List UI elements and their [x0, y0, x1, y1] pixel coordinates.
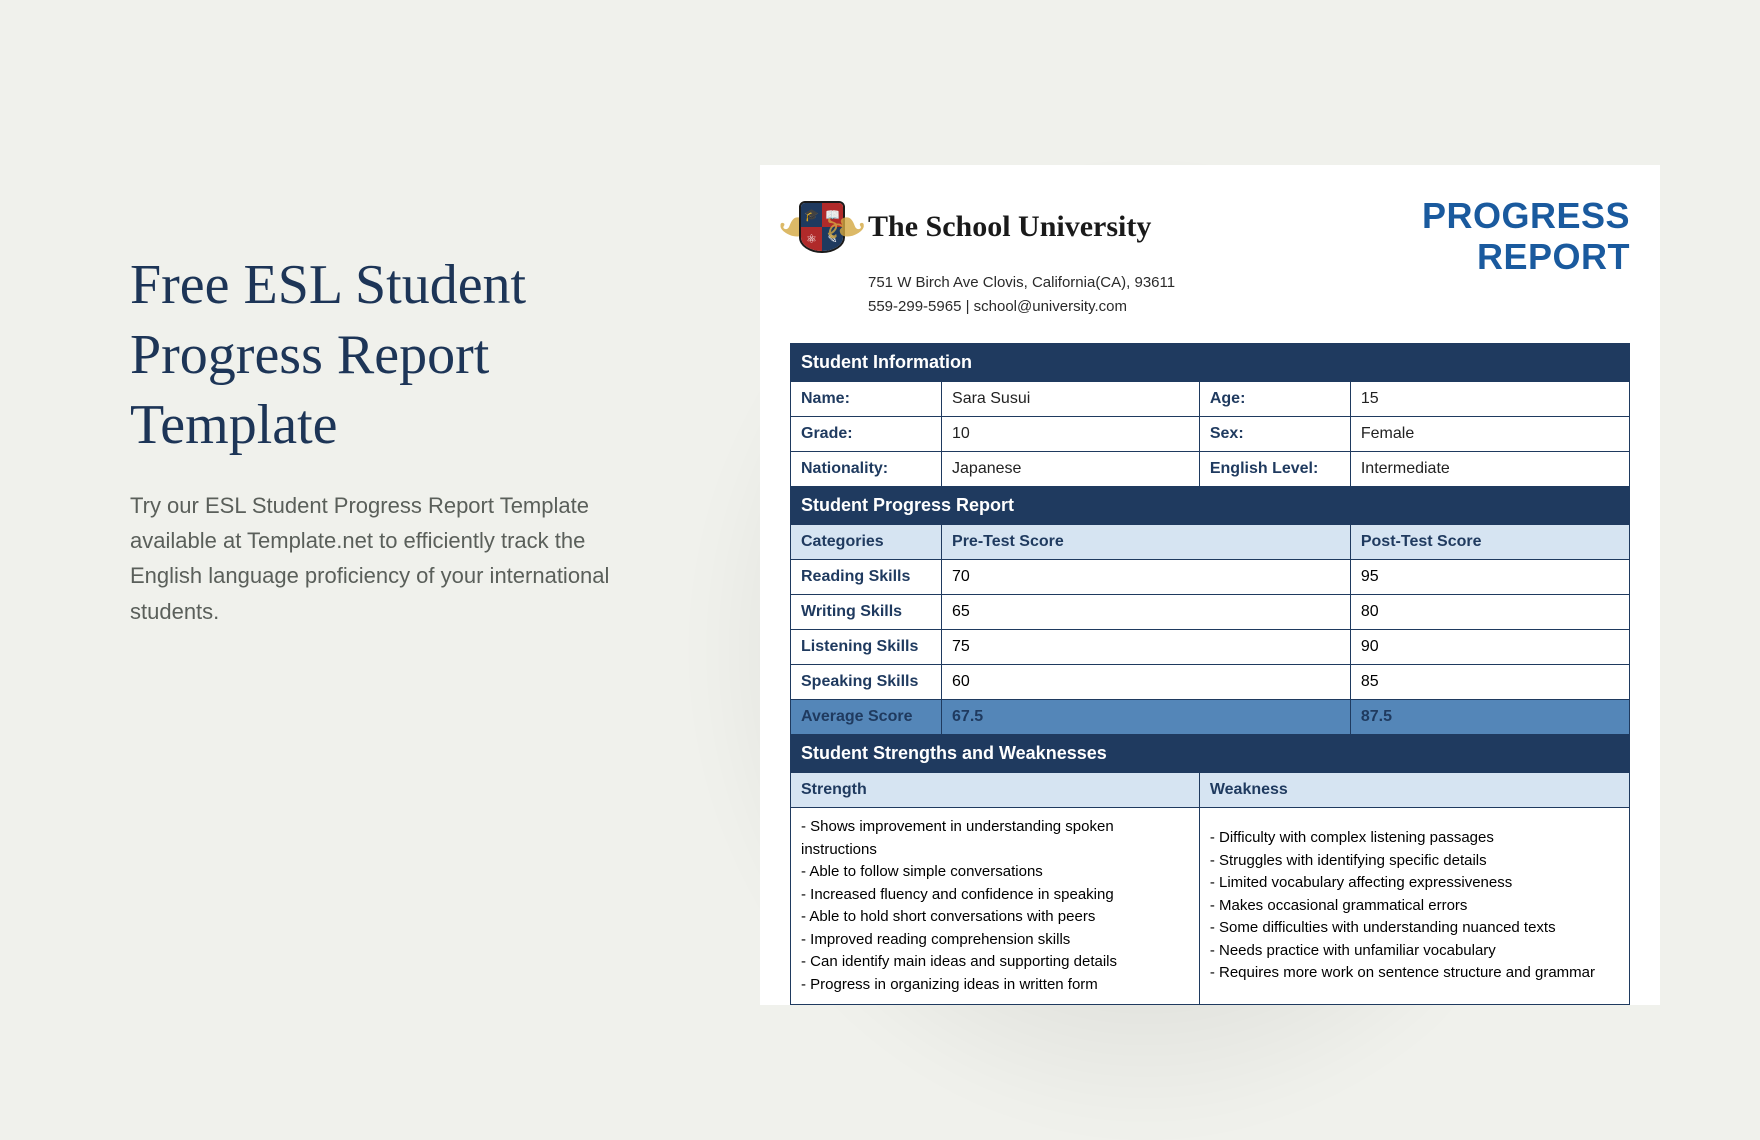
- avg-label: Average Score: [791, 700, 942, 735]
- document-header: ❧ 🎓📖 ⚛✎ ❧ The School University 751 W Bi…: [790, 195, 1630, 319]
- pre-score: 65: [942, 595, 1351, 630]
- school-block: ❧ 🎓📖 ⚛✎ ❧ The School University 751 W Bi…: [790, 195, 1175, 319]
- school-contact: 751 W Birch Ave Clovis, California(CA), …: [868, 271, 1175, 319]
- average-row: Average Score 67.5 87.5: [791, 700, 1630, 735]
- avg-post: 87.5: [1350, 700, 1629, 735]
- col-post: Post-Test Score: [1350, 525, 1629, 560]
- table-row: Speaking Skills 60 85: [791, 665, 1630, 700]
- strength-label: Strength: [791, 773, 1200, 808]
- student-info-header: Student Information: [791, 344, 1630, 382]
- pre-score: 60: [942, 665, 1351, 700]
- table-row: Writing Skills 65 80: [791, 595, 1630, 630]
- weaknesses-text: - Difficulty with complex listening pass…: [1210, 827, 1619, 985]
- avg-pre: 67.5: [942, 700, 1351, 735]
- report-document: ❧ 🎓📖 ⚛✎ ❧ The School University 751 W Bi…: [760, 165, 1660, 1005]
- grade-label: Grade:: [791, 417, 942, 452]
- pre-score: 70: [942, 560, 1351, 595]
- post-score: 85: [1350, 665, 1629, 700]
- table-row: Categories Pre-Test Score Post-Test Scor…: [791, 525, 1630, 560]
- category-cell: Writing Skills: [791, 595, 942, 630]
- level-value: Intermediate: [1350, 452, 1629, 487]
- strengths-cell: - Shows improvement in understanding spo…: [791, 808, 1200, 1005]
- page-description: Try our ESL Student Progress Report Temp…: [130, 488, 650, 629]
- report-table: Student Information Name: Sara Susui Age…: [790, 343, 1630, 1005]
- col-pre: Pre-Test Score: [942, 525, 1351, 560]
- category-cell: Reading Skills: [791, 560, 942, 595]
- weakness-label: Weakness: [1199, 773, 1629, 808]
- post-score: 90: [1350, 630, 1629, 665]
- school-crest-icon: ❧ 🎓📖 ⚛✎ ❧: [790, 195, 854, 259]
- school-name: The School University: [868, 210, 1151, 245]
- category-cell: Speaking Skills: [791, 665, 942, 700]
- post-score: 95: [1350, 560, 1629, 595]
- table-row: Listening Skills 75 90: [791, 630, 1630, 665]
- sw-header: Student Strengths and Weaknesses: [791, 735, 1630, 773]
- grade-value: 10: [942, 417, 1200, 452]
- page-title: Free ESL Student Progress Report Templat…: [130, 250, 650, 460]
- level-label: English Level:: [1199, 452, 1350, 487]
- sex-value: Female: [1350, 417, 1629, 452]
- report-title-line1: PROGRESS: [1422, 195, 1630, 236]
- nationality-label: Nationality:: [791, 452, 942, 487]
- pre-score: 75: [942, 630, 1351, 665]
- promo-panel: Free ESL Student Progress Report Templat…: [130, 250, 650, 629]
- sex-label: Sex:: [1199, 417, 1350, 452]
- progress-header: Student Progress Report: [791, 487, 1630, 525]
- table-row: Nationality: Japanese English Level: Int…: [791, 452, 1630, 487]
- table-row: Name: Sara Susui Age: 15: [791, 382, 1630, 417]
- name-label: Name:: [791, 382, 942, 417]
- table-row: Strength Weakness: [791, 773, 1630, 808]
- school-phone-email: 559-299-5965 | school@university.com: [868, 295, 1175, 319]
- report-title: PROGRESS REPORT: [1422, 195, 1630, 278]
- post-score: 80: [1350, 595, 1629, 630]
- col-categories: Categories: [791, 525, 942, 560]
- strengths-text: - Shows improvement in understanding spo…: [801, 816, 1189, 996]
- report-title-line2: REPORT: [1422, 236, 1630, 277]
- nationality-value: Japanese: [942, 452, 1200, 487]
- age-label: Age:: [1199, 382, 1350, 417]
- name-value: Sara Susui: [942, 382, 1200, 417]
- table-row: Grade: 10 Sex: Female: [791, 417, 1630, 452]
- table-row: Reading Skills 70 95: [791, 560, 1630, 595]
- table-row: - Shows improvement in understanding spo…: [791, 808, 1630, 1005]
- weaknesses-cell: - Difficulty with complex listening pass…: [1199, 808, 1629, 1005]
- category-cell: Listening Skills: [791, 630, 942, 665]
- school-address: 751 W Birch Ave Clovis, California(CA), …: [868, 271, 1175, 295]
- age-value: 15: [1350, 382, 1629, 417]
